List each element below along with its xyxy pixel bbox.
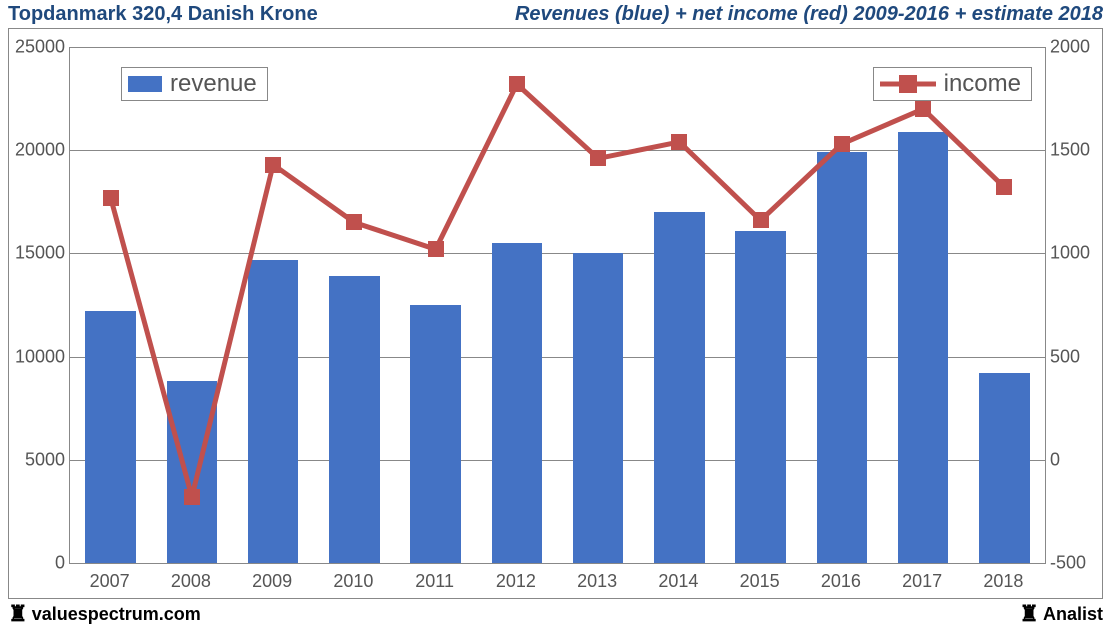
revenue-bar xyxy=(898,132,948,563)
revenue-bar xyxy=(329,276,379,563)
x-tick: 2008 xyxy=(171,571,211,592)
plot-outer: 0 5000 10000 15000 20000 25000 -500 0 500 1000 150… xyxy=(8,28,1103,599)
y-left-tick: 20000 xyxy=(9,140,65,161)
revenue-bar xyxy=(248,260,298,563)
x-tick: 2016 xyxy=(821,571,861,592)
x-tick: 2013 xyxy=(577,571,617,592)
title-right: Revenues (blue) + net income (red) 2009-… xyxy=(515,3,1103,26)
y-right-tick: 2000 xyxy=(1050,37,1102,58)
legend-revenue-label: revenue xyxy=(170,70,257,98)
legend-income-label: income xyxy=(944,70,1021,98)
footer-left: ♜ valuespectrum.com xyxy=(8,603,201,625)
revenue-bar xyxy=(410,305,460,563)
income-marker xyxy=(346,214,362,230)
revenue-bar xyxy=(735,231,785,563)
y-left-tick: 15000 xyxy=(9,243,65,264)
revenue-bar xyxy=(167,381,217,563)
revenue-bar xyxy=(573,253,623,563)
gridline xyxy=(70,563,1045,564)
y-right-tick: -500 xyxy=(1050,553,1102,574)
revenue-bar xyxy=(492,243,542,563)
y-right-tick: 0 xyxy=(1050,449,1102,470)
footer-right: ♜ Analist xyxy=(1019,603,1103,625)
y-left-tick: 25000 xyxy=(9,37,65,58)
revenue-bar xyxy=(85,311,135,563)
income-marker xyxy=(915,101,931,117)
x-tick: 2015 xyxy=(740,571,780,592)
income-marker xyxy=(996,179,1012,195)
rook-icon: ♜ xyxy=(1019,603,1039,625)
gridline xyxy=(70,47,1045,48)
x-tick: 2010 xyxy=(333,571,373,592)
x-tick: 2011 xyxy=(415,571,454,592)
revenue-bar xyxy=(817,152,867,563)
income-marker xyxy=(509,76,525,92)
income-marker xyxy=(184,489,200,505)
revenue-bar xyxy=(979,373,1029,563)
y-right-tick: 1000 xyxy=(1050,243,1102,264)
legend-income: income xyxy=(873,67,1032,101)
income-marker xyxy=(428,241,444,257)
y-right-tick: 1500 xyxy=(1050,140,1102,161)
title-left: Topdanmark 320,4 Danish Krone xyxy=(8,3,318,26)
chart-footer: ♜ valuespectrum.com ♜ Analist xyxy=(0,601,1111,627)
x-tick: 2014 xyxy=(658,571,698,592)
income-marker xyxy=(671,134,687,150)
x-tick: 2009 xyxy=(252,571,292,592)
x-tick: 2018 xyxy=(983,571,1023,592)
x-tick: 2012 xyxy=(496,571,536,592)
revenue-swatch xyxy=(128,76,162,92)
rook-icon: ♜ xyxy=(8,603,28,625)
legend-revenue: revenue xyxy=(121,67,268,101)
revenue-bar xyxy=(654,212,704,563)
x-tick: 2007 xyxy=(90,571,130,592)
income-marker xyxy=(103,190,119,206)
x-tick: 2017 xyxy=(902,571,942,592)
income-marker xyxy=(265,157,281,173)
chart-header: Topdanmark 320,4 Danish Krone Revenues (… xyxy=(0,0,1111,28)
y-left-tick: 0 xyxy=(9,553,65,574)
income-swatch xyxy=(880,72,936,96)
y-left-tick: 5000 xyxy=(9,449,65,470)
income-marker xyxy=(834,136,850,152)
income-marker xyxy=(753,212,769,228)
chart-frame: Topdanmark 320,4 Danish Krone Revenues (… xyxy=(0,0,1111,627)
y-right-tick: 500 xyxy=(1050,346,1102,367)
y-left-tick: 10000 xyxy=(9,346,65,367)
footer-left-text: valuespectrum.com xyxy=(32,604,201,625)
income-marker xyxy=(590,150,606,166)
footer-right-text: Analist xyxy=(1043,604,1103,625)
plot-area xyxy=(69,47,1046,564)
